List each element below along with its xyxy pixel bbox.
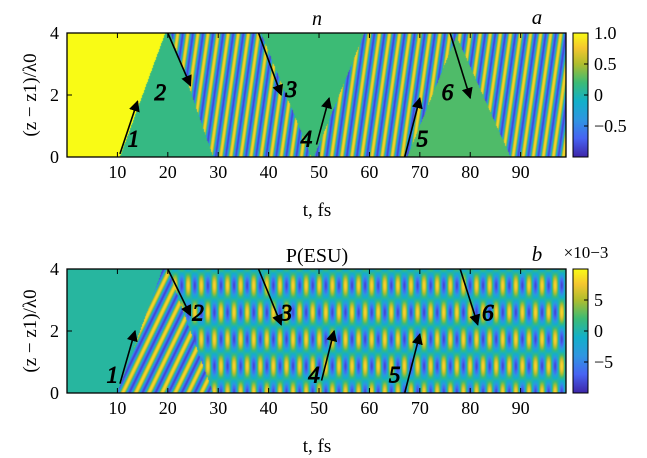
annotation-label-6: 6 xyxy=(482,300,494,325)
x-tick-label: 30 xyxy=(209,162,227,182)
annotation-label-1: 1 xyxy=(107,362,119,387)
annotation-arrow-3 xyxy=(257,268,283,326)
panel-b-y-axis: 0 2 4 xyxy=(50,259,72,403)
annotation-arrow-6 xyxy=(449,32,473,100)
colorbar-tick-label: 1.0 xyxy=(594,23,617,43)
annotation-label-3: 3 xyxy=(280,300,293,325)
y-tick-label: 4 xyxy=(50,23,59,43)
x-tick-label: 40 xyxy=(260,398,278,418)
x-tick-label: 10 xyxy=(108,398,126,418)
panel-a-x-axis: 10 20 30 40 50 60 70 80 90 xyxy=(108,33,530,182)
x-tick-label: 20 xyxy=(159,398,177,418)
colorbar-tick-label: 5 xyxy=(594,290,603,310)
panel-a-y-axis: 0 2 4 xyxy=(50,23,72,167)
panel-b-xlabel: t, fs xyxy=(303,436,332,457)
annotation-arrow-1 xyxy=(119,100,140,155)
y-tick-label: 0 xyxy=(50,383,59,403)
colorbar-tick-label: 0.5 xyxy=(594,54,617,74)
panel-b-ylabel: (z − z1)/λ0 xyxy=(20,289,41,372)
colorbar-tick-label: 0 xyxy=(594,85,603,105)
annotation-label-6: 6 xyxy=(442,80,454,105)
annotation-label-2: 2 xyxy=(192,300,204,325)
y-tick-label: 4 xyxy=(50,259,59,279)
annotation-label-4: 4 xyxy=(301,126,313,151)
annotation-label-2: 2 xyxy=(154,80,166,105)
panel-b-title: P(ESU) xyxy=(286,245,348,267)
x-tick-label: 30 xyxy=(209,398,227,418)
x-tick-label: 60 xyxy=(360,398,378,418)
annotation-label-1: 1 xyxy=(128,126,140,151)
panel-a-colorbar-ticks: 1.0 0.5 0 −0.5 xyxy=(584,23,627,136)
annotation-arrow-4 xyxy=(320,329,338,381)
x-tick-label: 90 xyxy=(512,162,530,182)
panel-b-annotations: 1 2 3 4 5 6 xyxy=(106,268,495,394)
y-tick-label: 2 xyxy=(50,321,59,341)
panel-a-plot: 12 34 56 xyxy=(66,32,567,158)
x-tick-label: 70 xyxy=(411,162,429,182)
x-tick-label: 80 xyxy=(461,162,479,182)
x-tick-label: 50 xyxy=(310,398,328,418)
annotation-arrow-1 xyxy=(119,329,138,384)
annotation-label-5: 5 xyxy=(417,126,429,151)
x-tick-label: 70 xyxy=(411,398,429,418)
annotation-label-3: 3 xyxy=(285,77,298,102)
panel-b-x-axis: 10 20 30 40 50 60 70 80 90 xyxy=(108,269,530,418)
panel-a-ylabel: (z − z1)/λ0 xyxy=(20,53,41,136)
annotation-arrow-2 xyxy=(167,32,192,87)
colorbar-tick-label: 0 xyxy=(594,321,603,341)
x-tick-label: 40 xyxy=(260,162,278,182)
annotation-arrow-5 xyxy=(403,333,423,394)
panel-a-xlabel: t, fs xyxy=(303,200,332,221)
annotation-arrow-3 xyxy=(257,32,284,97)
y-tick-label: 2 xyxy=(50,85,59,105)
annotation-arrow-2 xyxy=(167,268,192,317)
colorbar-tick-label: −5 xyxy=(594,352,613,372)
annotation-arrow-6 xyxy=(459,268,481,326)
panel-b-colorbar-exponent: ×10−3 xyxy=(564,243,609,262)
panel-a-heatmap xyxy=(67,33,566,157)
x-tick-label: 20 xyxy=(159,162,177,182)
annotation-arrow-5 xyxy=(403,97,423,158)
annotation-arrow-4 xyxy=(315,97,332,145)
x-tick-label: 60 xyxy=(360,162,378,182)
panel-a-label: a xyxy=(532,5,543,29)
x-tick-label: 50 xyxy=(310,162,328,182)
panel-b: P(ESU) b ×10−3 12 34 56 10 20 30 40 50 60 70 80 90… xyxy=(20,242,613,457)
panel-a-annotations: 12 34 56 xyxy=(119,32,473,158)
colorbar-tick-label: −0.5 xyxy=(594,116,627,136)
x-tick-label: 80 xyxy=(461,398,479,418)
panel-a-title: n xyxy=(312,8,322,30)
panel-b-label: b xyxy=(532,242,543,266)
x-tick-label: 90 xyxy=(512,398,530,418)
y-tick-label: 0 xyxy=(50,147,59,167)
panel-a: n a 12 34 56 10 20 30 40 50 60 70 80 90 024 (z − z… xyxy=(20,5,627,221)
panel-b-plot: 1 2 3 4 5 6 xyxy=(66,268,567,394)
annotation-label-4: 4 xyxy=(308,362,320,387)
annotation-label-5: 5 xyxy=(389,362,401,387)
x-tick-label: 10 xyxy=(108,162,126,182)
panel-b-colorbar-ticks: 5 0 −5 xyxy=(584,290,613,372)
panel-b-heatmap xyxy=(67,269,566,393)
